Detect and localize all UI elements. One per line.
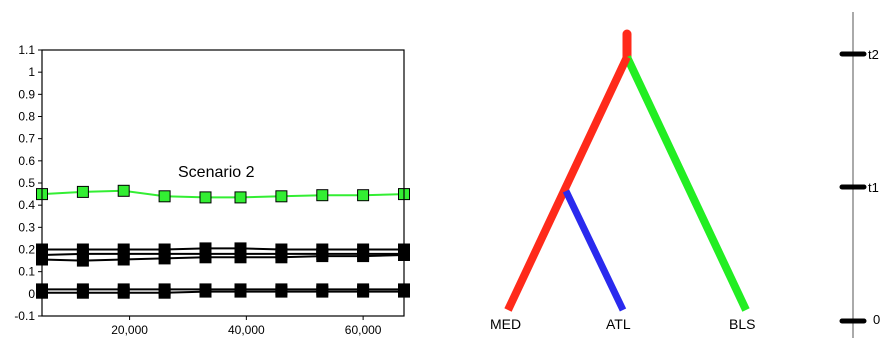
y-tick-label: 0.1 xyxy=(18,265,35,279)
leaf-label-atl: ATL xyxy=(606,316,631,332)
y-tick-label: 0.9 xyxy=(18,87,35,101)
x-tick-marks xyxy=(129,316,364,320)
leaf-label-bls: BLS xyxy=(729,316,755,332)
x-tick-labels: 20,000 40,000 60,000 xyxy=(111,323,382,337)
y-tick-label: 0.6 xyxy=(18,154,35,168)
data-point xyxy=(117,286,130,299)
data-point xyxy=(158,286,171,299)
data-point xyxy=(158,252,171,265)
series-5 xyxy=(36,285,410,299)
data-point xyxy=(199,251,212,264)
data-point xyxy=(234,285,247,298)
series-line xyxy=(41,254,405,262)
y-tick-label: 0.3 xyxy=(18,220,35,234)
y-tick-label: 0.2 xyxy=(18,243,35,257)
branch-med xyxy=(504,55,631,312)
data-point xyxy=(199,191,212,204)
branch-bls xyxy=(623,55,750,312)
y-tick-label: 0 xyxy=(28,287,35,301)
data-point xyxy=(76,185,89,198)
data-point xyxy=(316,250,329,263)
series-line xyxy=(41,252,404,256)
series-line xyxy=(42,290,404,294)
data-point xyxy=(275,251,288,264)
y-tick-label: -0.1 xyxy=(14,309,35,323)
x-tick-label: 60,000 xyxy=(345,323,382,337)
time-label-t1: t1 xyxy=(868,180,879,195)
data-point xyxy=(158,190,171,203)
scenario-annotation: Scenario 2 xyxy=(178,164,255,181)
data-point xyxy=(76,286,89,299)
plot-frame xyxy=(41,49,405,317)
series-line xyxy=(42,247,404,251)
series-line xyxy=(41,189,405,199)
time-label-0: 0 xyxy=(873,312,880,327)
branch-atl xyxy=(562,189,627,312)
data-point xyxy=(199,285,212,298)
phylogenetic-tree: MED ATL BLS xyxy=(490,29,755,332)
data-point xyxy=(117,253,130,266)
data-point xyxy=(357,250,370,263)
line-chart: 1.1 1 0.9 0.8 0.7 0.6 0.5 0.4 0.3 0.2 0.1 0 -0.1 20,… xyxy=(14,43,410,337)
time-axis: t2 t1 0 xyxy=(839,12,880,338)
data-point xyxy=(234,191,247,204)
y-tick-label: 1.1 xyxy=(18,43,35,57)
x-tick-label: 20,000 xyxy=(111,323,148,337)
time-label-t2: t2 xyxy=(868,47,879,62)
y-tick-labels: 1.1 1 0.9 0.8 0.7 0.6 0.5 0.4 0.3 0.2 0.1 0 -0.1 xyxy=(14,43,35,323)
data-point xyxy=(76,254,89,267)
y-tick-label: 0.5 xyxy=(18,176,35,190)
data-point xyxy=(316,285,329,298)
series-0 xyxy=(36,184,410,204)
y-tick-label: 0.8 xyxy=(18,110,35,124)
series-3 xyxy=(36,249,410,267)
x-tick-label: 40,000 xyxy=(228,323,265,337)
data-point xyxy=(275,285,288,298)
data-point xyxy=(234,251,247,264)
data-point xyxy=(316,189,329,202)
y-tick-label: 0.7 xyxy=(18,132,35,146)
y-tick-label: 0.4 xyxy=(18,198,35,212)
data-point xyxy=(357,285,370,298)
data-point xyxy=(275,190,288,203)
y-tick-label: 1 xyxy=(28,65,35,79)
data-point xyxy=(357,189,370,202)
data-point xyxy=(117,184,130,197)
series-layer xyxy=(36,184,410,299)
leaf-label-med: MED xyxy=(490,316,521,332)
